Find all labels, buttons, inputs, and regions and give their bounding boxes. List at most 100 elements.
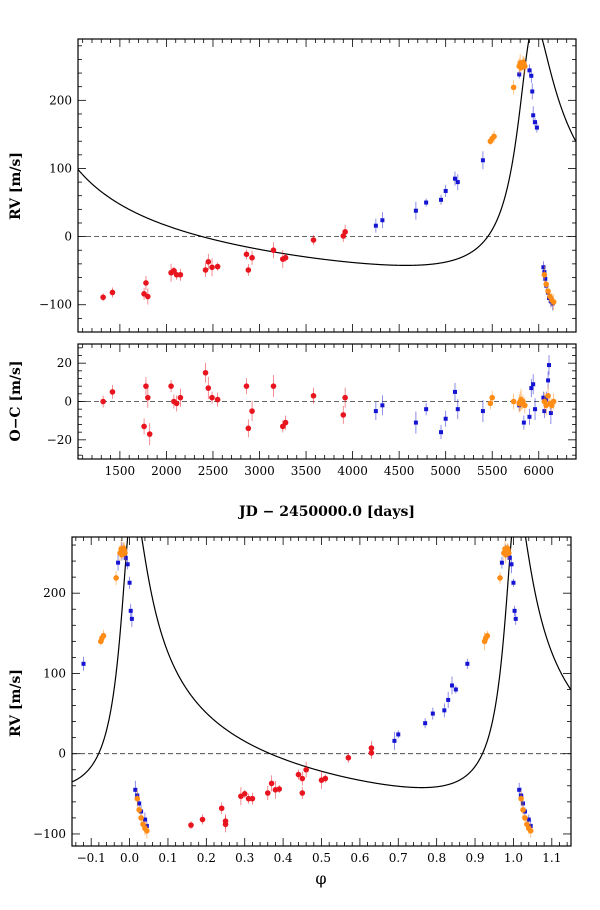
data-point xyxy=(510,84,517,91)
data-point xyxy=(243,383,250,389)
data-point xyxy=(480,158,485,163)
y-tick-label: 0 xyxy=(64,395,72,409)
data-point xyxy=(491,133,497,140)
data-point xyxy=(423,721,428,726)
x-tick-label: 3500 xyxy=(291,464,322,478)
data-point xyxy=(530,89,535,94)
data-point xyxy=(545,392,551,399)
x-tick-label: 1500 xyxy=(105,464,136,478)
data-point xyxy=(487,400,494,407)
data-point xyxy=(241,791,248,797)
data-point xyxy=(453,687,458,692)
data-point xyxy=(529,386,534,391)
data-point xyxy=(279,423,286,430)
data-point xyxy=(245,267,252,273)
data-point xyxy=(205,385,212,391)
x-tick-label: 0.8 xyxy=(427,851,446,865)
data-point xyxy=(520,807,526,813)
y-tick-label: −20 xyxy=(47,433,72,447)
data-point xyxy=(138,815,144,821)
model-fit-curve xyxy=(78,39,576,266)
data-point xyxy=(517,787,522,792)
data-point xyxy=(522,815,528,821)
rv-vs-phase-panel: RV [m/s] φ −0.1 0.0 0.1 0.2 0.3 0.4 0.5 0.6 0.7 0… xyxy=(8,536,572,888)
phase-x-axis-label: φ xyxy=(315,869,326,888)
data-point xyxy=(322,775,329,782)
data-point xyxy=(145,394,151,401)
x-tick-label: 2500 xyxy=(198,464,229,478)
data-point xyxy=(424,200,429,205)
data-point xyxy=(452,176,457,181)
x-tick-label: 0.2 xyxy=(197,851,216,865)
data-point xyxy=(310,237,317,243)
data-point xyxy=(424,407,429,412)
y-tick-label: −100 xyxy=(39,298,72,312)
data-point xyxy=(531,382,536,387)
data-point xyxy=(299,790,306,796)
data-point xyxy=(545,288,551,294)
data-point xyxy=(342,394,348,401)
data-point xyxy=(168,383,174,389)
data-point xyxy=(380,218,385,223)
data-point xyxy=(264,790,271,796)
data-point xyxy=(268,780,275,787)
data-point xyxy=(249,408,255,414)
series-3 xyxy=(97,540,534,839)
data-point xyxy=(116,560,121,565)
data-point xyxy=(173,400,180,407)
data-point xyxy=(282,254,289,261)
series-3 xyxy=(487,384,557,416)
x-tick-label: 4500 xyxy=(384,464,415,478)
data-point xyxy=(526,817,531,822)
data-point xyxy=(137,801,142,806)
data-point xyxy=(522,402,528,409)
data-point xyxy=(455,407,460,412)
plot-frame xyxy=(77,38,577,333)
data-point xyxy=(342,229,348,235)
x-tick-label: 0.3 xyxy=(235,851,254,865)
data-point xyxy=(270,383,277,389)
series-3 xyxy=(487,53,557,311)
x-tick-label: 5500 xyxy=(477,464,508,478)
y-tick-label: 0 xyxy=(64,230,72,244)
data-point xyxy=(245,425,252,432)
data-point xyxy=(134,795,141,802)
data-point xyxy=(125,562,130,567)
data-point xyxy=(541,265,546,270)
data-point xyxy=(144,827,150,834)
data-point xyxy=(510,398,517,405)
data-point xyxy=(122,550,128,556)
data-point xyxy=(380,403,385,408)
data-point xyxy=(506,550,512,556)
data-point xyxy=(541,395,546,400)
x-tick-label: 1.0 xyxy=(504,851,523,865)
data-point xyxy=(249,254,255,261)
residuals-y-axis-label: O−C [m/s] xyxy=(8,361,24,442)
data-point xyxy=(507,555,512,560)
y-tick-label: 100 xyxy=(49,161,72,175)
series-2 xyxy=(81,542,533,834)
data-point xyxy=(522,63,528,70)
data-point xyxy=(442,708,447,713)
data-point xyxy=(113,575,119,581)
data-point xyxy=(202,369,209,376)
data-point xyxy=(542,409,547,414)
y-tick-label: 0 xyxy=(58,747,66,761)
residuals-panel: O−C [m/s] JD − 2450000.0 [days] 1500 2000… xyxy=(8,343,577,520)
data-point xyxy=(129,616,134,621)
data-point xyxy=(533,120,538,125)
data-point xyxy=(177,394,184,401)
data-point xyxy=(450,683,455,688)
data-point xyxy=(202,267,209,273)
data-point xyxy=(127,580,132,585)
data-point xyxy=(511,580,516,585)
series-2 xyxy=(373,59,555,311)
data-point xyxy=(529,73,534,78)
y-tick-label: 20 xyxy=(57,356,72,370)
x-tick-label: 0.0 xyxy=(120,851,139,865)
x-tick-label: 0.1 xyxy=(158,851,177,865)
data-point xyxy=(527,414,532,419)
data-point xyxy=(214,263,221,270)
series-1 xyxy=(100,362,348,446)
data-point xyxy=(81,661,86,666)
